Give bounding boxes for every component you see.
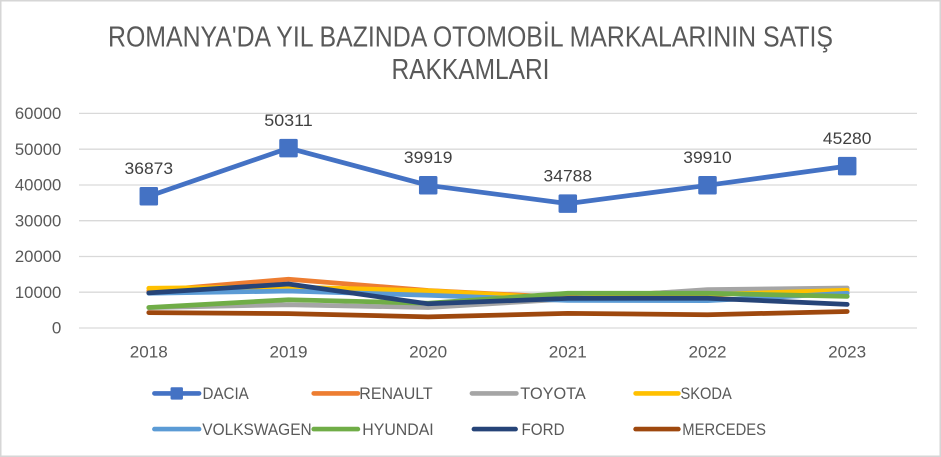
svg-text:DACIA: DACIA [203,384,250,403]
svg-text:RAKKAMLARI: RAKKAMLARI [392,54,550,86]
svg-text:34788: 34788 [544,166,593,185]
svg-text:2020: 2020 [409,343,447,362]
svg-text:36873: 36873 [125,159,174,178]
svg-text:MERCEDES: MERCEDES [682,420,766,439]
svg-text:2018: 2018 [130,343,168,362]
svg-text:10000: 10000 [15,283,61,302]
svg-text:ROMANYA'DA YIL BAZINDA OTOMOBİ: ROMANYA'DA YIL BAZINDA OTOMOBİL MARKALAR… [108,21,833,54]
svg-text:HYUNDAI: HYUNDAI [362,420,433,439]
svg-text:40000: 40000 [15,176,61,195]
svg-text:20000: 20000 [15,247,61,266]
svg-text:2023: 2023 [828,343,866,362]
svg-text:39919: 39919 [404,148,453,167]
svg-text:FORD: FORD [522,420,565,439]
svg-text:45280: 45280 [823,129,872,148]
svg-text:30000: 30000 [15,211,61,230]
svg-text:SKODA: SKODA [681,384,733,403]
svg-text:2021: 2021 [549,343,587,362]
svg-text:50311: 50311 [264,111,313,130]
svg-text:TOYOTA: TOYOTA [520,384,586,403]
svg-text:2022: 2022 [689,343,727,362]
svg-text:60000: 60000 [15,104,61,123]
svg-text:VOLKSWAGEN: VOLKSWAGEN [202,420,311,439]
svg-text:0: 0 [52,319,61,338]
svg-text:50000: 50000 [15,140,61,159]
svg-text:2019: 2019 [270,343,308,362]
svg-text:RENAULT: RENAULT [359,384,432,403]
svg-text:39910: 39910 [683,148,732,167]
